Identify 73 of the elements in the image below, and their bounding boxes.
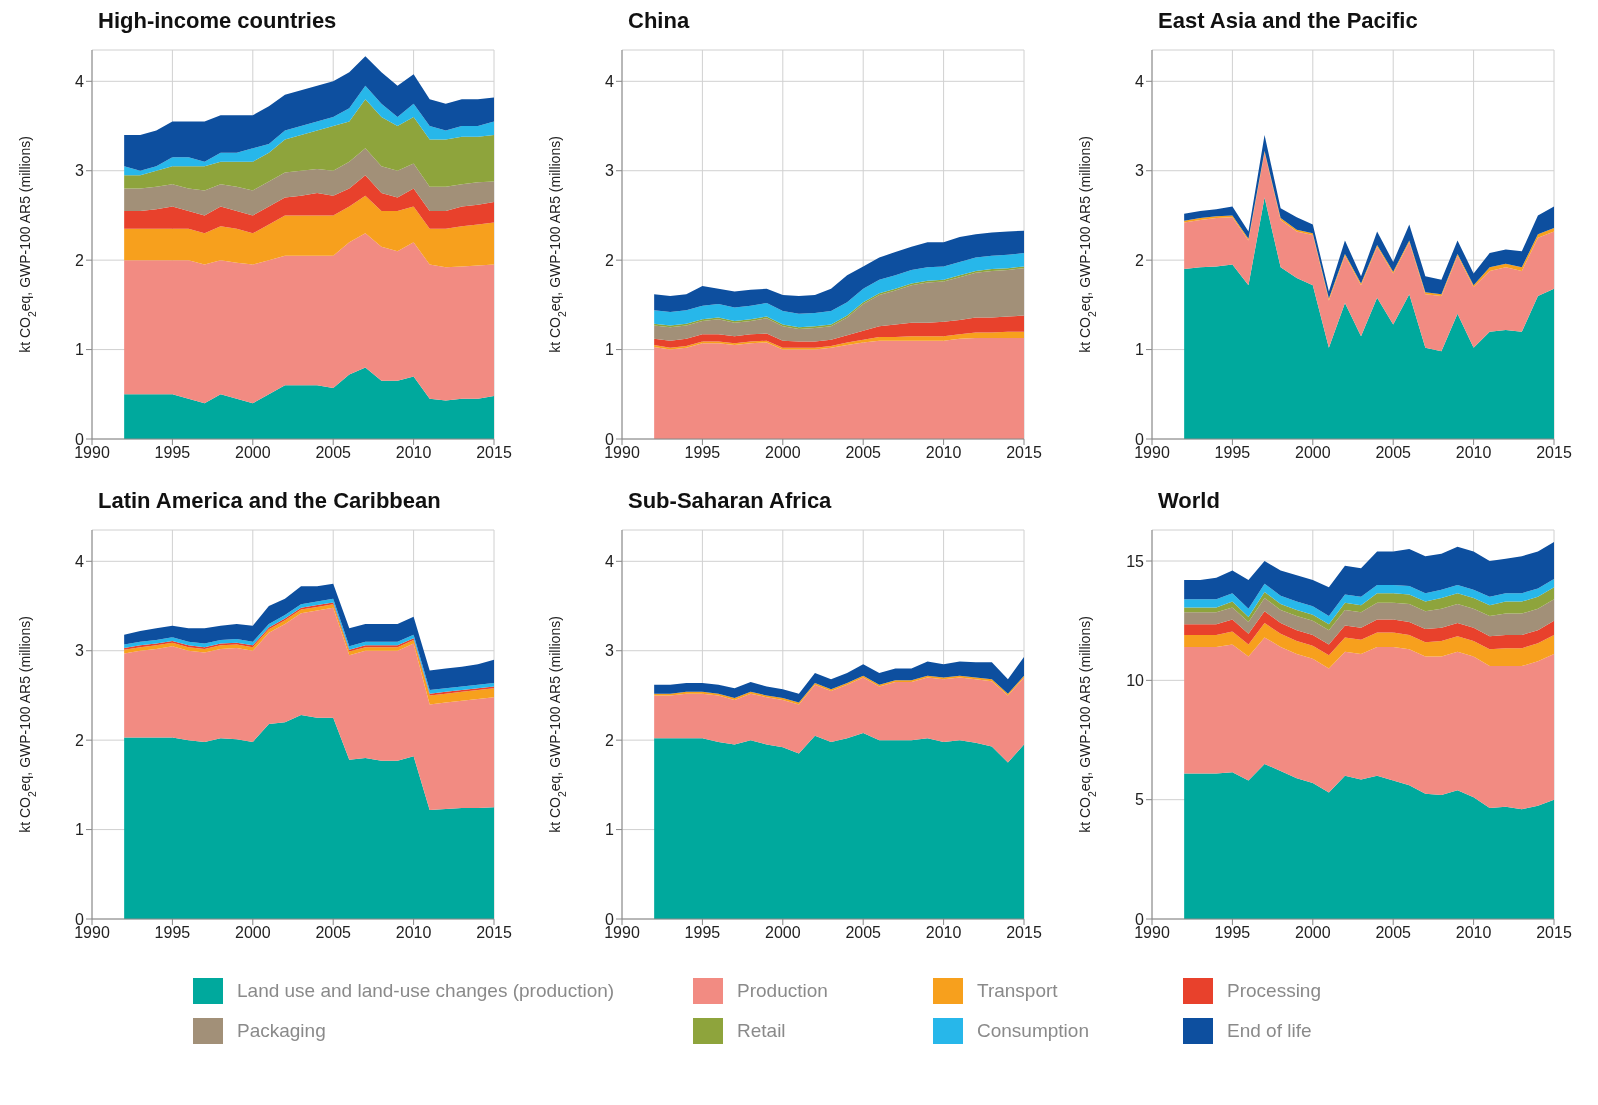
y-tick-label: 1 — [75, 821, 85, 839]
legend-label: Processing — [1227, 980, 1321, 1002]
x-tick-label: 1990 — [74, 444, 110, 462]
x-tick-label: 2015 — [1006, 444, 1042, 462]
x-tick-label: 2005 — [1375, 444, 1412, 462]
y-tick-label: 3 — [75, 642, 85, 660]
x-tick-label: 2000 — [765, 924, 801, 942]
x-tick-label: 2005 — [845, 444, 882, 462]
x-tick-label: 2015 — [1006, 924, 1042, 942]
legend-label: Packaging — [237, 1020, 326, 1042]
y-tick-label: 1 — [605, 341, 615, 359]
y-tick-label: 15 — [1126, 552, 1145, 570]
x-tick-label: 2005 — [1375, 924, 1412, 942]
legend-label: Retail — [737, 1020, 786, 1042]
x-tick-label: 2010 — [925, 924, 962, 942]
y-tick-label: 10 — [1126, 672, 1145, 690]
x-tick-label: 2010 — [1455, 444, 1492, 462]
y-tick-label: 3 — [605, 162, 615, 180]
y-tick-label: 5 — [1135, 791, 1145, 809]
x-tick-label: 2015 — [1536, 924, 1572, 942]
legend-label: Consumption — [977, 1020, 1089, 1042]
y-tick-label: 2 — [605, 731, 615, 749]
x-tick-label: 2000 — [235, 924, 271, 942]
x-tick-label: 2000 — [765, 444, 801, 462]
legend-label: Production — [737, 980, 828, 1002]
x-tick-label: 1995 — [684, 924, 721, 942]
x-tick-label: 2000 — [1295, 444, 1331, 462]
x-tick-label: 1995 — [684, 444, 721, 462]
y-tick-label: 4 — [605, 552, 615, 570]
x-tick-label: 1995 — [154, 924, 191, 942]
x-tick-label: 1995 — [154, 444, 191, 462]
y-tick-label: 4 — [75, 552, 85, 570]
y-tick-label: 3 — [605, 642, 615, 660]
legend-label: End of life — [1227, 1020, 1312, 1042]
y-tick-label: 3 — [75, 162, 85, 180]
x-tick-label: 2010 — [1455, 924, 1492, 942]
y-tick-label: 1 — [75, 341, 85, 359]
y-tick-label: 1 — [1135, 341, 1145, 359]
x-tick-label: 2000 — [235, 444, 271, 462]
x-tick-label: 1990 — [1134, 444, 1170, 462]
x-tick-label: 2015 — [1536, 444, 1572, 462]
y-tick-label: 2 — [75, 731, 85, 749]
x-tick-label: 2005 — [315, 924, 352, 942]
x-tick-label: 1990 — [604, 924, 640, 942]
chart-title: Latin America and the Caribbean — [97, 488, 442, 515]
chart-title: High-income countries — [97, 8, 338, 35]
y-tick-label: 4 — [605, 72, 615, 90]
y-tick-label: 4 — [75, 72, 85, 90]
x-tick-label: 2010 — [925, 444, 962, 462]
y-tick-label: 3 — [1135, 162, 1145, 180]
y-tick-label: 2 — [605, 251, 615, 269]
x-tick-label: 2005 — [315, 444, 352, 462]
y-tick-label: 4 — [1135, 72, 1145, 90]
x-tick-label: 2005 — [845, 924, 882, 942]
x-tick-label: 1990 — [1134, 924, 1170, 942]
legend-label: Transport — [977, 980, 1058, 1002]
chart-title: China — [627, 8, 691, 35]
x-tick-label: 2015 — [476, 924, 512, 942]
x-tick-label: 1990 — [604, 444, 640, 462]
x-tick-label: 2015 — [476, 444, 512, 462]
y-tick-label: 1 — [605, 821, 615, 839]
chart-title: World — [1157, 488, 1221, 515]
y-tick-label: 2 — [75, 251, 85, 269]
x-tick-label: 2000 — [1295, 924, 1331, 942]
x-tick-label: 2010 — [395, 444, 432, 462]
chart-title: East Asia and the Pacific — [1157, 8, 1419, 35]
x-tick-label: 1995 — [1214, 444, 1251, 462]
x-tick-label: 1995 — [1214, 924, 1251, 942]
x-tick-label: 2010 — [395, 924, 432, 942]
legend-label: Land use and land-use changes (production) — [237, 980, 615, 1002]
chart-title: Sub-Saharan Africa — [627, 488, 833, 515]
x-tick-label: 1990 — [74, 924, 110, 942]
y-tick-label: 2 — [1135, 251, 1145, 269]
